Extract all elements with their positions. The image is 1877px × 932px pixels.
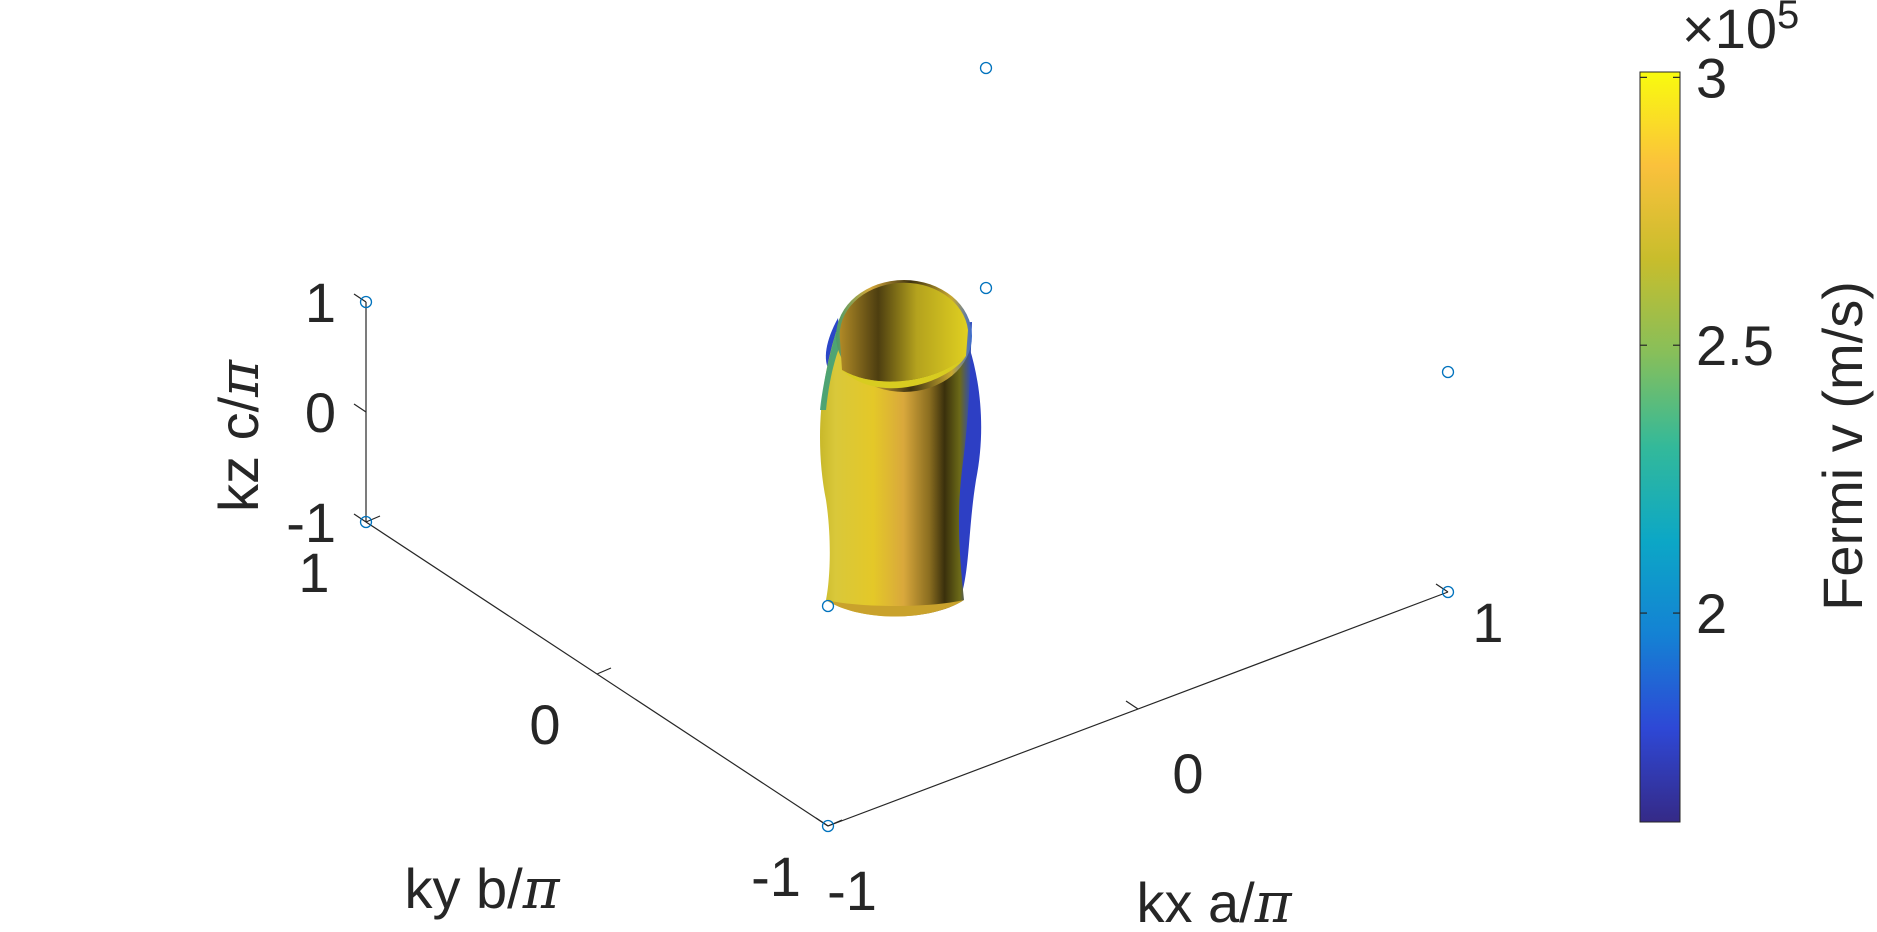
surface-left-rim [820,332,842,410]
x-tick-label: 1 [1472,591,1503,654]
colorbar-label: Fermi v (m/s) [1811,281,1874,611]
y-tick-mark [365,515,381,523]
z-axis-label: kz c/π [207,359,272,512]
corner-marker [1441,585,1455,599]
x-axis-label: kx a/π [1136,871,1292,932]
y-tick-label: 0 [529,693,560,756]
corner-marker [979,281,993,295]
x-tick-label: -1 [827,859,877,922]
colorbar-exponent: ×105 [1682,0,1799,60]
axes-3d: -1 -1 -1 0 0 0 1 1 1 [286,271,1503,922]
z-tick-mark [353,513,367,523]
surface-inner-wall [839,282,968,382]
y-tick-label: 1 [298,541,329,604]
x-tick-mark [1125,700,1139,710]
y-tick-mark [827,819,843,827]
tick-marks [353,293,1449,827]
y-tick-mark [596,667,612,675]
corner-markers [359,61,1455,833]
corner-marker [821,819,835,833]
colorbar-ticks: 22.53 [1640,46,1774,645]
z-tick-mark [353,403,367,413]
corner-marker [979,61,993,75]
y-axis-label: ky b/π [404,857,560,922]
fermi-surface [820,280,982,617]
z-tick-label: 1 [305,271,336,334]
colorbar-tick-label: 2.5 [1696,314,1774,377]
z-tick-mark [353,293,367,303]
z-tick-label: 0 [305,381,336,444]
surface-bottom-rim [826,600,964,617]
svg-text:kz c/π: kz c/π [207,359,272,512]
colorbar-tick-label: 3 [1696,46,1727,109]
surface-inner-floor [842,356,966,389]
corner-marker [1441,365,1455,379]
x-tick-mark [815,817,829,827]
colorbar-tick-label: 2 [1696,582,1727,645]
colorbar-fill [1639,71,1681,823]
corner-marker [821,599,835,613]
y-tick-label: -1 [751,845,801,908]
x-tick-mark [1435,583,1449,593]
tick-labels: -1 -1 -1 0 0 0 1 1 1 [286,271,1503,922]
corner-marker [359,515,373,529]
surface-body [820,322,972,617]
x-tick-label: 0 [1172,742,1203,805]
colorbar: 22.53 ×105 Fermi v (m/s) [1639,0,1874,823]
corner-marker [359,295,373,309]
z-tick-label: -1 [286,491,336,554]
